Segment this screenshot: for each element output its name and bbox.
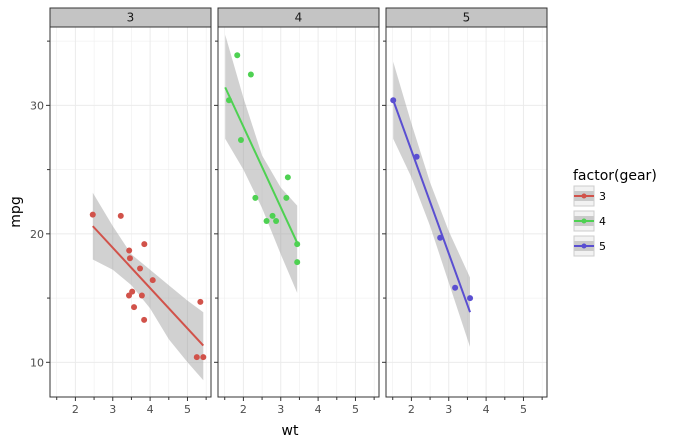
- legend-key-point: [581, 218, 587, 224]
- x-tick-label: 2: [240, 403, 247, 416]
- y-axis-title: mpg: [8, 196, 24, 227]
- data-point: [193, 354, 200, 361]
- facet-panel-4: 4 2 3 4 5: [214, 7, 380, 416]
- data-point: [126, 292, 133, 299]
- x-tick-label: 5: [520, 403, 527, 416]
- data-point: [390, 97, 397, 104]
- panel-background: [218, 27, 379, 397]
- x-tick-label: 4: [147, 403, 154, 416]
- x-tick-label: 4: [315, 403, 322, 416]
- legend-entry-3: 3: [573, 185, 606, 207]
- data-point: [138, 292, 145, 299]
- y-axis-ticks: 10 20 30: [30, 99, 44, 369]
- data-point: [437, 234, 444, 241]
- legend-label: 3: [599, 190, 606, 203]
- panel-background: [50, 27, 211, 397]
- x-tick-label: 2: [408, 403, 415, 416]
- facet-strip-label: 4: [295, 11, 303, 25]
- facet-strip-label: 5: [463, 11, 471, 25]
- data-point: [283, 194, 290, 201]
- data-point: [200, 354, 207, 361]
- fit-line-5: [392, 99, 471, 313]
- data-point: [294, 241, 301, 248]
- data-point: [126, 255, 133, 262]
- panel-background: [386, 27, 547, 397]
- legend-title: factor(gear): [573, 168, 657, 184]
- data-point: [226, 97, 233, 104]
- data-point: [284, 174, 291, 181]
- panel-border: [385, 26, 548, 398]
- data-point: [273, 217, 280, 224]
- x-axis-title: wt: [282, 423, 299, 439]
- data-point: [149, 277, 156, 284]
- facet-panel-3: 3 2 3 4 5: [46, 7, 212, 416]
- panel-border: [49, 26, 212, 398]
- data-point: [452, 284, 459, 291]
- x-tick-label: 4: [483, 403, 490, 416]
- legend-label: 5: [599, 240, 606, 253]
- x-tick-label: 3: [277, 403, 284, 416]
- legend-label: 4: [599, 215, 606, 228]
- data-point: [263, 217, 270, 224]
- legend-entry-5: 5: [573, 235, 606, 257]
- data-point: [141, 316, 148, 323]
- y-tick-label: 10: [30, 356, 44, 369]
- data-point: [269, 212, 276, 219]
- panels: 3 2 3 4 5 4 2 3 4 5 5 2 3 4 5: [46, 7, 548, 416]
- data-point: [131, 304, 138, 311]
- data-point: [89, 211, 96, 218]
- legend: factor(gear) 3 4 5: [573, 168, 657, 257]
- data-point: [294, 259, 301, 266]
- fit-line-4: [224, 86, 299, 244]
- legend-key-point: [581, 243, 587, 249]
- legend-entries: 3 4 5: [573, 185, 606, 257]
- legend-key-point: [581, 193, 587, 199]
- y-tick-label: 30: [30, 99, 44, 112]
- data-point: [413, 153, 420, 160]
- x-tick-label: 3: [109, 403, 116, 416]
- facet-strip-label: 3: [127, 11, 135, 25]
- x-tick-label: 2: [72, 403, 79, 416]
- data-point: [137, 265, 144, 272]
- y-tick-label: 20: [30, 228, 44, 241]
- facet-panel-5: 5 2 3 4 5: [382, 7, 548, 416]
- x-tick-label: 3: [445, 403, 452, 416]
- data-point: [234, 52, 241, 59]
- fit-line-3: [92, 225, 205, 347]
- data-point: [467, 295, 474, 302]
- data-point: [197, 298, 204, 305]
- data-point: [126, 247, 133, 254]
- panel-border: [217, 26, 380, 398]
- data-point: [141, 241, 148, 248]
- x-tick-label: 5: [352, 403, 359, 416]
- data-point: [237, 137, 244, 144]
- legend-entry-4: 4: [573, 210, 606, 232]
- data-point: [252, 194, 259, 201]
- x-tick-label: 5: [184, 403, 191, 416]
- data-point: [247, 71, 254, 78]
- data-point: [117, 212, 124, 219]
